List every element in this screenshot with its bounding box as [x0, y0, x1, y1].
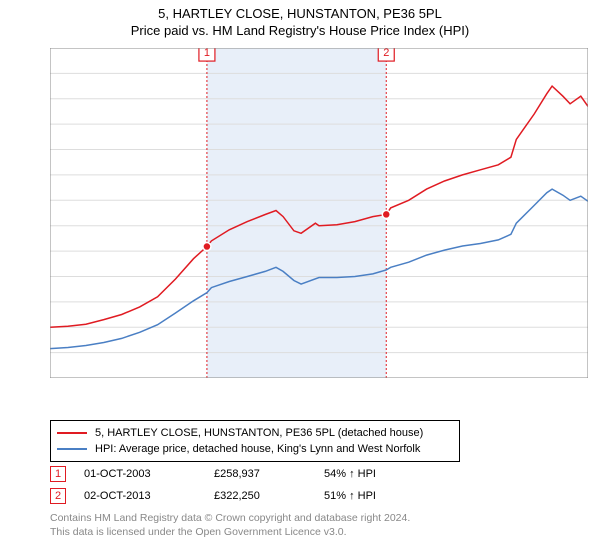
- legend-swatch: [57, 448, 87, 450]
- legend-item: HPI: Average price, detached house, King…: [57, 441, 453, 457]
- sale-row-marker: 1: [50, 466, 66, 482]
- sale-date: 01-OCT-2003: [84, 468, 214, 480]
- sale-dot-1: [203, 243, 211, 251]
- footer-line-2: This data is licensed under the Open Gov…: [50, 526, 410, 540]
- legend-item: 5, HARTLEY CLOSE, HUNSTANTON, PE36 5PL (…: [57, 425, 453, 441]
- sale-row: 2 02-OCT-2013£322,25051% ↑ HPI: [50, 486, 434, 506]
- chart-legend: 5, HARTLEY CLOSE, HUNSTANTON, PE36 5PL (…: [50, 420, 460, 462]
- footer-line-1: Contains HM Land Registry data © Crown c…: [50, 512, 410, 526]
- sale-date: 02-OCT-2013: [84, 490, 214, 502]
- sale-marker-num-2: 2: [383, 48, 389, 59]
- sale-row: 1 01-OCT-2003£258,93754% ↑ HPI: [50, 464, 434, 484]
- sale-list: 1 01-OCT-2003£258,93754% ↑ HPI 2 02-OCT-201…: [50, 464, 434, 508]
- sale-dot-2: [382, 210, 390, 218]
- legend-label: HPI: Average price, detached house, King…: [95, 443, 420, 455]
- chart-subtitle: Price paid vs. HM Land Registry's House …: [0, 23, 600, 42]
- sale-row-marker: 2: [50, 488, 66, 504]
- chart-footer: Contains HM Land Registry data © Crown c…: [50, 512, 410, 539]
- legend-label: 5, HARTLEY CLOSE, HUNSTANTON, PE36 5PL (…: [95, 427, 423, 439]
- sale-pct: 51% ↑ HPI: [324, 490, 434, 502]
- legend-swatch: [57, 432, 87, 434]
- sale-price: £258,937: [214, 468, 324, 480]
- sale-price: £322,250: [214, 490, 324, 502]
- chart-title: 5, HARTLEY CLOSE, HUNSTANTON, PE36 5PL: [0, 0, 600, 23]
- price-chart: £0£50K£100K£150K£200K£250K£300K£350K£400…: [50, 48, 588, 378]
- sale-pct: 54% ↑ HPI: [324, 468, 434, 480]
- sale-marker-num-1: 1: [204, 48, 210, 59]
